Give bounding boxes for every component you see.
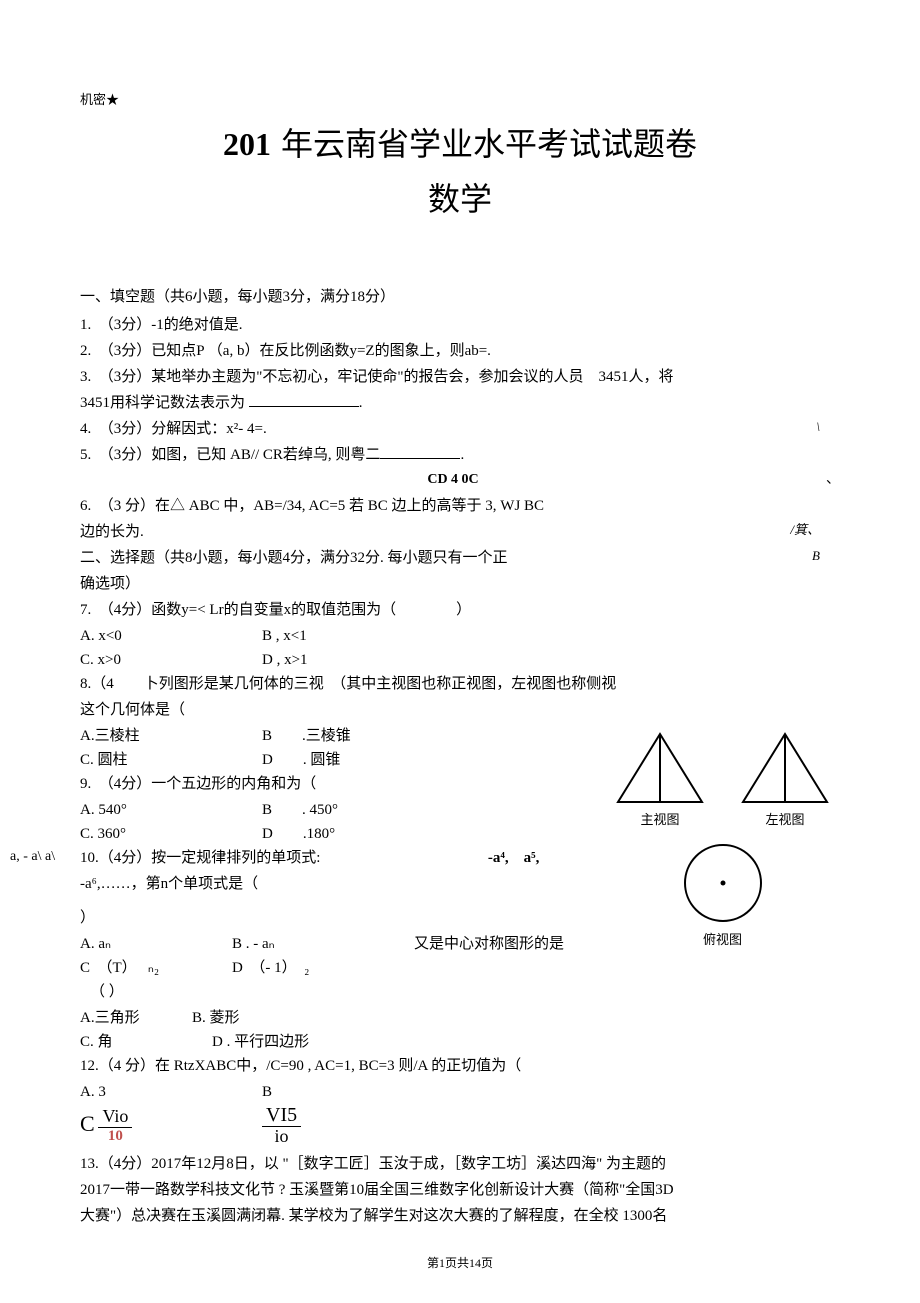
page-footer: 第1页共14页 (0, 1254, 920, 1273)
q12-C-num: Vio (98, 1107, 132, 1128)
q3-blank (249, 392, 359, 407)
q11-paren: （ ） (90, 980, 840, 1004)
left-view-icon (735, 728, 835, 808)
title-main: 年云南省学业水平考试试题卷 (281, 126, 697, 162)
q8-opts-row1: A.三棱柱 B .三棱锥 (80, 724, 595, 748)
q9-opts-row1: A. 540° B . 450° (80, 798, 595, 822)
cd-line: CD 4 0C 、 (80, 469, 840, 491)
front-view-cell: 主视图 (605, 728, 715, 831)
q12: 12.（4 分）在 RtzXABC中，/C=90 , AC=1, BC=3 则/… (80, 1054, 840, 1078)
q7: 7. （4分）函数y=< Lr的自变量x的取值范围为（ ） (80, 598, 840, 622)
q10-mid: -a⁴, a⁵, (488, 850, 540, 866)
title-block: 201 年云南省学业水平考试试题卷 数学 (80, 119, 840, 225)
section2-heading-a-text: 二、选择题（共8小题，每小题4分，满分32分. 每小题只有一个正 (80, 550, 508, 566)
q1: 1. （3分）-1的绝对值是. (80, 313, 840, 337)
left-view-label: 左视图 (730, 810, 840, 831)
q7-optB: B , x<1 (262, 624, 432, 648)
q6-line2: 边的长为. /箕、 (80, 520, 840, 544)
q5-blank (380, 444, 460, 459)
q9-optC: C. 360° (80, 822, 250, 846)
q8-line1: 8.（4 卜列图形是某几何体的三视 （其中主视图也称正视图，左视图也称侧视 (80, 672, 840, 696)
q11-opts-row2: C. 角 D . 平行四边形 (80, 1030, 840, 1054)
q7-opts-row2: C. x>0 D , x>1 (80, 648, 840, 672)
cd-text: CD 4 0C (427, 472, 478, 487)
q10-line1: a, - a\ a\ 10.（4分）按一定规律排列的单项式: -a⁴, a⁵, (80, 846, 840, 870)
q7-optA: A. x<0 (80, 624, 250, 648)
q9-optB: B . 450° (262, 798, 432, 822)
q10-optD: D （- 1） ₂ (232, 956, 372, 980)
q10-opts: A. aₙ B . - aₙ 又是中心对称图形的是 (80, 932, 595, 956)
q3-line1: 3. （3分）某地举办主题为"不忘初心，牢记使命"的报告会，参加会议的人员 34… (80, 365, 840, 389)
q10-optB: B . - aₙ (232, 932, 372, 956)
q12-D-frac: VI5 io (262, 1104, 301, 1147)
q13-line3: 大赛"）总决赛在玉溪圆满闭幕. 某学校为了解学生对这次大赛的了解程度，在全校 1… (80, 1204, 840, 1228)
q10-left-margin: a, - a\ a\ (10, 846, 55, 868)
q11-opts-row1: A.三角形 B. 菱形 (80, 1006, 840, 1030)
title-subject: 数学 (80, 174, 840, 225)
q12-optA: A. 3 (80, 1080, 250, 1104)
front-view-label: 主视图 (605, 810, 715, 831)
title-line-1: 201 年云南省学业水平考试试题卷 (80, 119, 840, 170)
q10-text: 10.（4分）按一定规律排列的单项式: (80, 850, 320, 866)
q9-opts-row2: C. 360° D .180° (80, 822, 595, 846)
q11-optB: B. 菱形 (192, 1006, 362, 1030)
q12-D-wrap: VI5 io (262, 1104, 432, 1147)
q8-optD: D . 圆锥 (262, 748, 432, 772)
q4: 4. （3分）分解因式：x²- 4=. \ (80, 417, 840, 441)
q13-line1: 13.（4分）2017年12月8日，以 "［数字工匠］玉汝于成，［数字工坊］溪达… (80, 1152, 840, 1176)
q12-opts-row1: A. 3 B (80, 1080, 840, 1104)
section2-heading-tail: B (812, 546, 820, 567)
q11-optA: A.三角形 (80, 1006, 180, 1030)
q8-opts-row2: C. 圆柱 D . 圆锥 (80, 748, 595, 772)
q12-optB: B (262, 1080, 432, 1104)
q12-C-wrap: C Vio 10 (80, 1106, 140, 1144)
q10-opts-row2: C （T） ₙ₂ D （- 1） ₂ (80, 956, 840, 980)
section1-heading: 一、填空题（共6小题，每小题3分，满分18分） (80, 285, 840, 309)
q6-text: 边的长为. (80, 524, 144, 540)
section2-heading-a: 二、选择题（共8小题，每小题4分，满分32分. 每小题只有一个正 B (80, 546, 840, 570)
section2-heading-b: 确选项） (80, 572, 840, 596)
q8-optC: C. 圆柱 (80, 748, 250, 772)
cd-tail: 、 (826, 469, 840, 491)
q8-optB: B .三棱锥 (262, 724, 432, 748)
q8-optA: A.三棱柱 (80, 724, 250, 748)
secret-label: 机密★ (80, 90, 840, 111)
q9-optA: A. 540° (80, 798, 250, 822)
q11-optC: C. 角 (80, 1030, 200, 1054)
q10-optC: C （T） ₙ₂ (80, 956, 220, 980)
q8-line2: 这个几何体是（ (80, 698, 840, 722)
q9-optD: D .180° (262, 822, 432, 846)
q11-optD: D . 平行四边形 (212, 1030, 382, 1054)
q12-C-frac: Vio 10 (98, 1107, 132, 1144)
q4-tail: \ (816, 417, 820, 438)
q12-opts-row2: C Vio 10 VI5 io (80, 1104, 840, 1147)
q12-C-den: 10 (98, 1128, 132, 1145)
q10-optA: A. aₙ (80, 932, 220, 956)
title-year: 201 (223, 126, 271, 162)
front-view-icon (610, 728, 710, 808)
q11-tail: 又是中心对称图形的是 (414, 932, 564, 956)
top-view-label: 俯视图 (668, 930, 778, 951)
q6-line1: 6. （3 分）在△ ABC 中，AB=/34, AC=5 若 BC 边上的高等… (80, 494, 840, 518)
q6-tail: /箕、 (790, 520, 820, 541)
q7-optC: C. x>0 (80, 648, 250, 672)
q12-D-den: io (262, 1127, 301, 1147)
q3-line2-text: 3451用科学记数法表示为 (80, 395, 249, 411)
q7-opts-row1: A. x<0 B , x<1 (80, 624, 840, 648)
q5-text: 5. （3分）如图，已知 AB// CR若绰乌, 则粤二 (80, 447, 380, 463)
q13-line2: 2017一带一路数学科技文化节 ? 玉溪暨第10届全国三维数字化创新设计大赛（简… (80, 1178, 840, 1202)
q4-text: 4. （3分）分解因式：x²- 4=. (80, 421, 267, 437)
q5: 5. （3分）如图，已知 AB// CR若绰乌, 则粤二. (80, 443, 840, 467)
q3-line2: 3451用科学记数法表示为 . (80, 391, 840, 415)
q7-optD: D , x>1 (262, 648, 432, 672)
three-views-figure: 主视图 左视图 俯视图 (605, 728, 840, 952)
q2: 2. （3分）已知点P （a, b）在反比例函数y=Z的图象上，则ab=. (80, 339, 840, 363)
left-view-cell: 左视图 (730, 728, 840, 831)
q12-C-label: C (80, 1111, 95, 1136)
q12-D-num: VI5 (262, 1104, 301, 1127)
